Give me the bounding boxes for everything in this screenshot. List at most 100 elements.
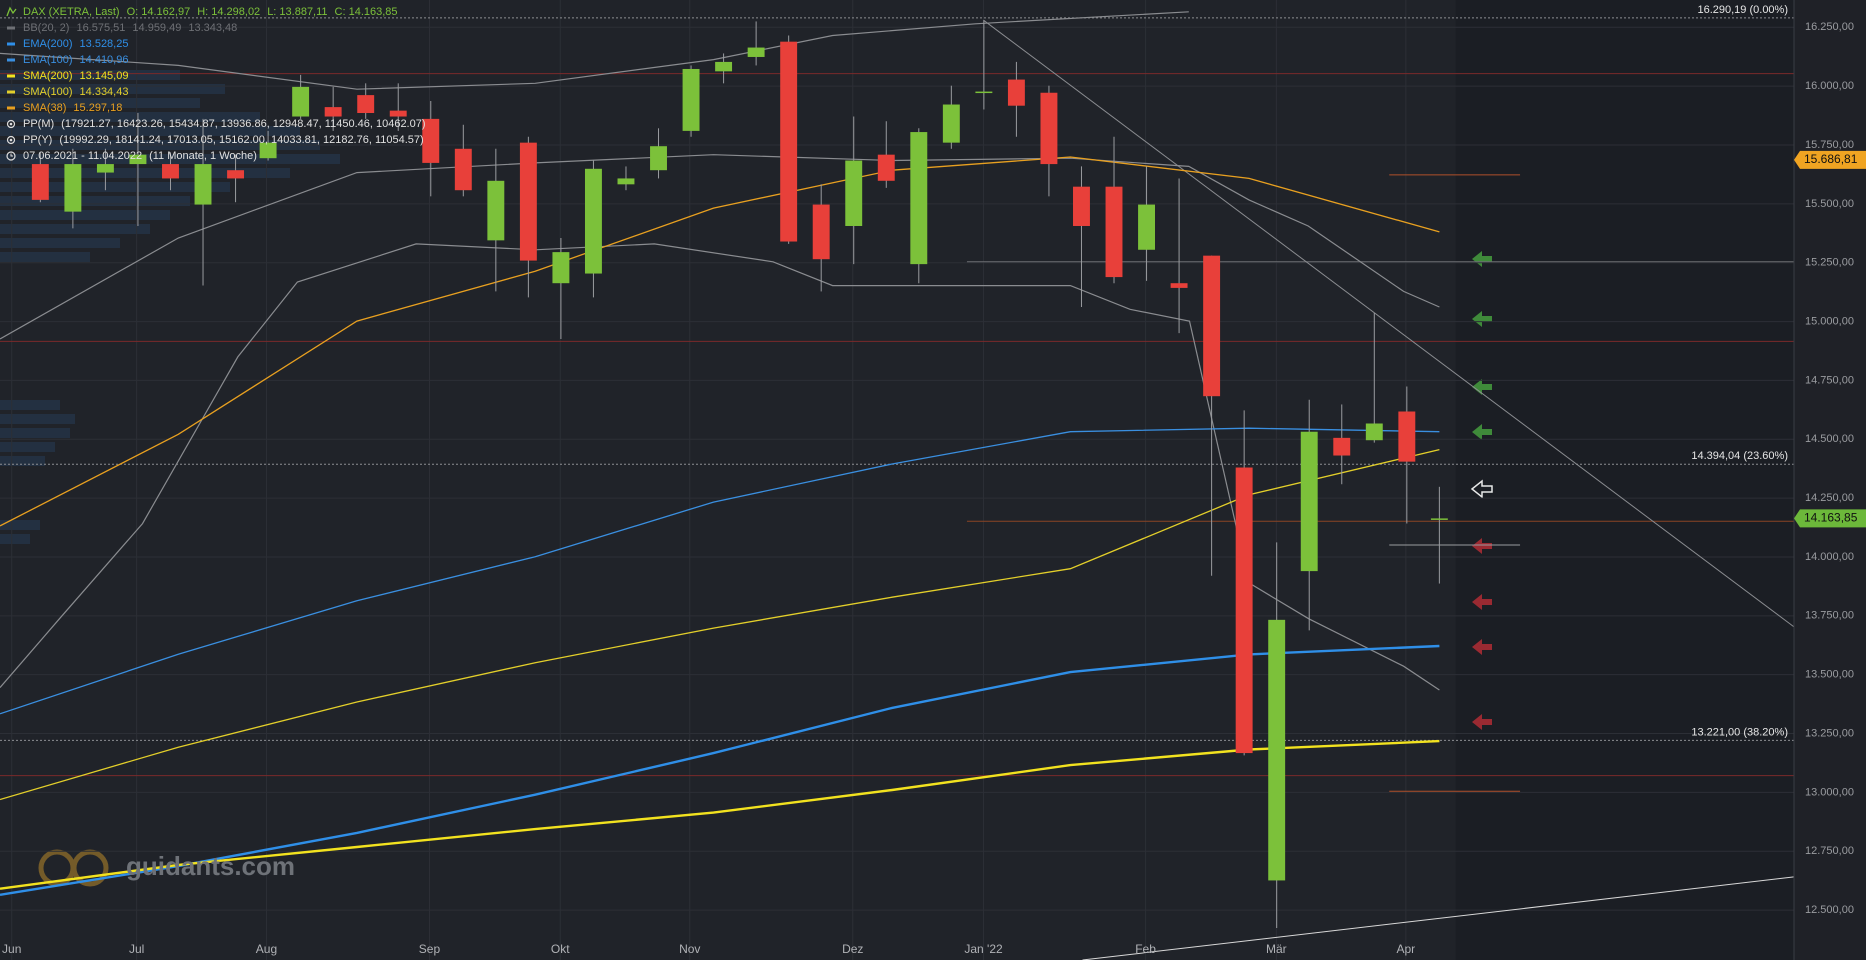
candle-body [715,61,733,72]
legend-icon [6,151,16,161]
price-badge [1794,150,1866,169]
volume-profile-bar [0,70,180,80]
candle-body [1138,204,1156,250]
fib-label: 13.221,00 (38.20%) [1691,726,1788,738]
candle-body [324,107,342,117]
bollinger-band [0,243,1440,691]
candle-body [292,86,310,117]
legend-swatch [7,106,15,110]
candle-body [682,68,700,131]
volume-profile-bar [0,126,300,136]
legend-icon [6,119,16,129]
candle-body [1398,411,1416,462]
candle-body [617,178,635,185]
layer [31,20,1448,928]
legend-text: SMA(100) [23,86,73,98]
legend-text: (17921.27, 16423.26, 15434.87, 13936.86,… [61,118,425,130]
volume-profile-bar [0,210,170,220]
volume-profile-bar [0,98,200,108]
layer [0,0,1456,960]
signal-arrow [1472,639,1492,655]
volume-profile-bar [0,252,90,262]
legend-text: O: 14.162,97 [127,6,191,18]
layer [0,11,1795,960]
candle-body [1105,186,1123,278]
logo-ring [71,849,109,887]
candle-body [845,160,863,226]
volume-profile-bar [0,238,120,248]
moving-average [0,739,1440,890]
y-tick-label: 15.750,00 [1805,139,1854,151]
volume-profile-bar [0,414,75,424]
legend-swatch [7,58,15,62]
x-tick-label: Sep [419,942,441,956]
candle-body [1203,255,1221,397]
data-area [0,0,1456,960]
fib-label: 14.394,04 (23.60%) [1691,450,1788,462]
signal-arrow [1472,379,1492,395]
candle-body [487,180,505,241]
y-tick-label: 15.000,00 [1805,315,1854,327]
moving-average [0,448,1440,801]
volume-profile-bar [0,400,60,410]
y-tick-label: 15.500,00 [1805,198,1854,210]
y-tick-label: 13.250,00 [1805,727,1854,739]
bollinger-band [0,154,1440,340]
candle-body [1170,283,1188,288]
x-tick-label: Nov [679,942,700,956]
watermark: guidants.com [126,851,295,881]
trend-line [983,19,1795,628]
signal-arrow [1472,538,1492,554]
volume-profile-bar [0,182,230,192]
volume-profile-bar [0,224,150,234]
y-tick-label: 16.000,00 [1805,80,1854,92]
x-tick-label: Jul [129,942,144,956]
x-tick-label: Okt [551,942,570,956]
legend-text: C: 14.163,85 [335,6,398,18]
x-tick-label: Feb [1135,942,1156,956]
y-tick-label: 13.500,00 [1805,669,1854,681]
legend-text: SMA(200) [23,70,73,82]
legend-swatch [7,90,15,94]
legend-icon [10,153,13,157]
candle-body [1007,79,1025,106]
x-tick-label: Mär [1266,942,1287,956]
candle-body [975,91,993,94]
legend-swatch [7,26,15,30]
legend-text: 14.334,43 [80,86,129,98]
y-tick-label: 12.500,00 [1805,904,1854,916]
legend-icon [6,135,16,145]
candle-body [1430,518,1448,520]
x-tick-label: Aug [256,942,277,956]
price-badge [1794,509,1866,528]
volume-profile-bar [0,168,290,178]
candle-body [31,164,49,200]
y-tick-label: 14.500,00 [1805,433,1854,445]
signal-arrow [1472,714,1492,730]
legend-text: 13.145,09 [80,70,129,82]
candle-body [422,118,440,163]
candle-body [194,164,212,205]
y-tick-label: 16.250,00 [1805,21,1854,33]
candle-body [942,104,960,143]
candle-body [1040,92,1058,165]
candle-body [1333,437,1351,456]
x-tick-label: Apr [1397,942,1416,956]
legend-swatch [7,42,15,46]
x-tick-label: Dez [842,942,863,956]
volume-profile-bar [0,84,225,94]
legend-text: 16.575,51 [76,22,125,34]
candle-body [64,164,82,212]
legend-icon [9,138,13,142]
candle-body [780,41,798,242]
watermark-logo [38,849,109,887]
legend-text: EMA(100) [23,54,73,66]
legend-text: DAX (XETRA, Last) [23,6,120,18]
legend-text: H: 14.298,02 [197,6,260,18]
signal-arrow [1470,479,1493,499]
candle-body [812,204,830,260]
legend-icon [9,122,13,126]
